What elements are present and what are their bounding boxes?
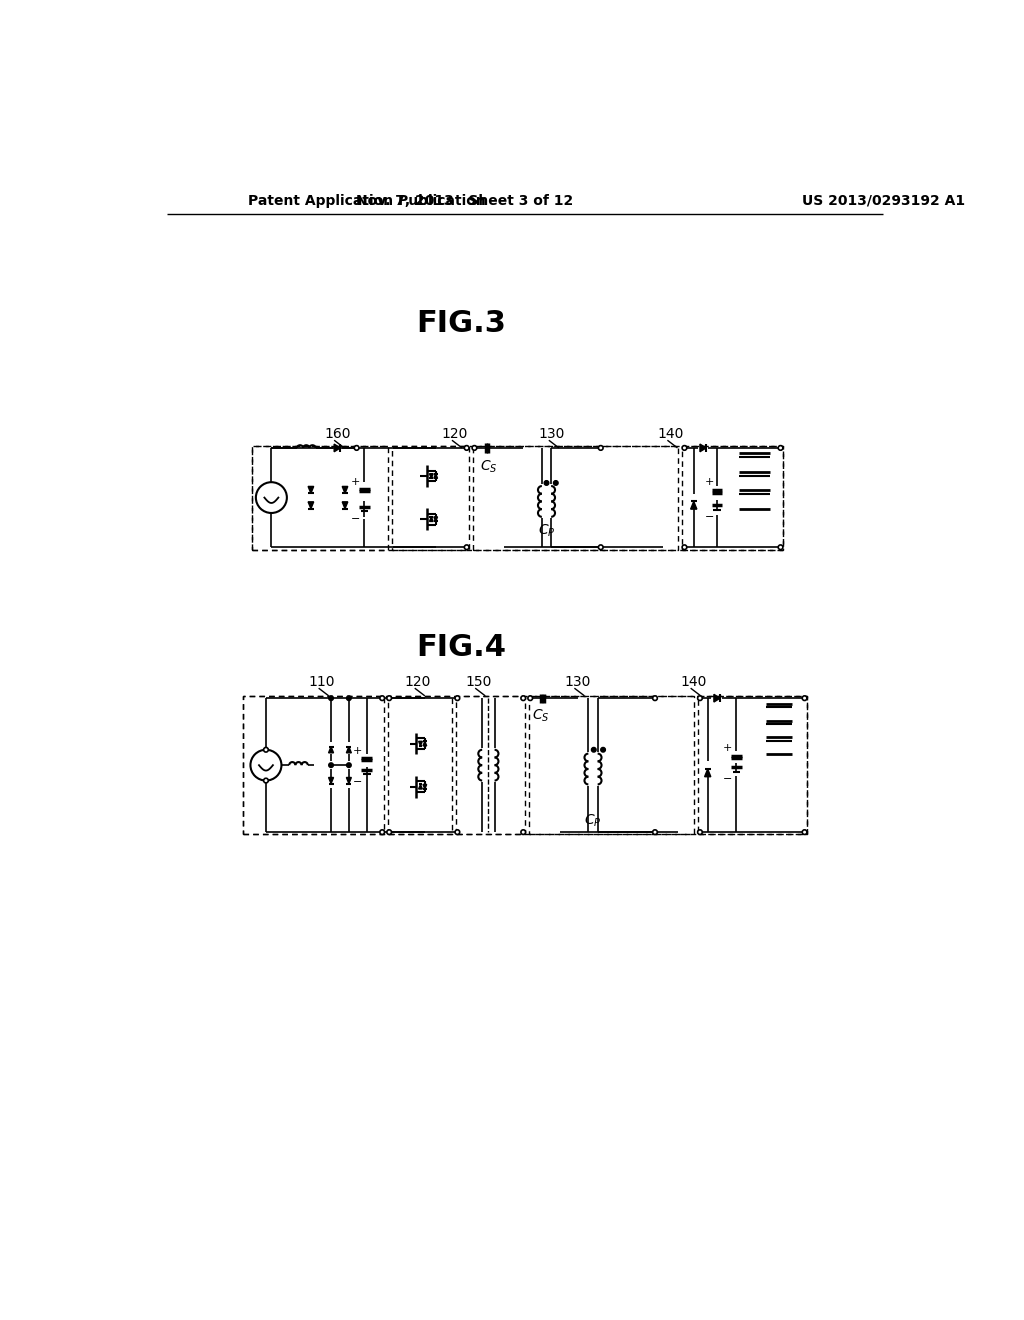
Circle shape [682,545,687,549]
Circle shape [329,696,334,701]
Circle shape [544,480,549,486]
Bar [682,446,783,549]
Circle shape [697,830,702,834]
Text: −: − [350,515,359,524]
Text: C$_P$: C$_P$ [538,523,555,539]
Bar [528,696,693,834]
Circle shape [354,446,359,450]
Circle shape [697,696,702,701]
Polygon shape [346,747,351,752]
Polygon shape [342,502,348,508]
Text: C$_S$: C$_S$ [479,459,498,475]
Polygon shape [429,517,433,521]
Text: Patent Application Publication: Patent Application Publication [248,194,485,207]
Polygon shape [308,487,313,494]
Polygon shape [429,474,433,478]
Polygon shape [423,742,427,746]
Text: 160: 160 [324,428,350,441]
Circle shape [464,446,469,450]
Circle shape [601,747,605,752]
Polygon shape [434,474,437,478]
Text: −: − [352,777,362,787]
Circle shape [521,696,525,701]
Circle shape [455,830,460,834]
Polygon shape [419,742,422,746]
Circle shape [521,830,525,834]
Polygon shape [329,747,334,752]
Circle shape [380,830,385,834]
Polygon shape [346,777,351,784]
Bar [456,696,524,834]
Bar [243,696,807,834]
Text: −: − [705,512,714,521]
Polygon shape [705,770,711,776]
Bar [697,696,807,834]
Circle shape [598,446,603,450]
Circle shape [380,696,385,701]
Circle shape [528,696,532,701]
Text: −: − [722,774,732,784]
Polygon shape [714,694,720,702]
Bar [388,696,452,834]
Circle shape [682,446,687,450]
Polygon shape [334,444,340,451]
Text: 130: 130 [564,675,591,689]
Circle shape [251,750,282,780]
Polygon shape [419,784,422,789]
Text: US 2013/0293192 A1: US 2013/0293192 A1 [802,194,966,207]
Text: C$_S$: C$_S$ [532,708,550,725]
Bar [391,446,469,549]
Bar [252,446,783,549]
Text: FIG.4: FIG.4 [416,632,506,661]
Text: 110: 110 [308,675,335,689]
Circle shape [592,747,596,752]
Polygon shape [423,784,427,789]
Circle shape [464,545,469,549]
Circle shape [263,747,268,752]
Circle shape [802,696,807,701]
Polygon shape [308,502,313,508]
Text: +: + [350,478,359,487]
Circle shape [346,763,351,767]
Text: FIG.3: FIG.3 [417,309,506,338]
Circle shape [802,830,807,834]
Circle shape [387,696,391,701]
Text: Nov. 7, 2013   Sheet 3 of 12: Nov. 7, 2013 Sheet 3 of 12 [356,194,573,207]
Text: C$_P$: C$_P$ [584,812,602,829]
Text: 140: 140 [657,428,684,441]
Text: +: + [352,746,362,756]
Text: +: + [705,478,714,487]
Circle shape [329,763,334,767]
Polygon shape [329,777,334,784]
Text: 150: 150 [465,675,492,689]
Bar [252,446,388,549]
Circle shape [652,830,657,834]
Circle shape [778,446,783,450]
Bar [243,696,384,834]
Circle shape [778,545,783,549]
Text: 120: 120 [404,675,431,689]
Circle shape [387,830,391,834]
Circle shape [455,696,460,701]
Polygon shape [434,517,437,521]
Text: +: + [722,743,732,754]
Circle shape [256,482,287,513]
Polygon shape [690,502,697,510]
Polygon shape [700,444,707,451]
Text: 120: 120 [442,428,468,441]
Circle shape [346,696,351,701]
Polygon shape [342,487,348,494]
Circle shape [263,779,268,783]
Text: 140: 140 [681,675,707,689]
Circle shape [652,696,657,701]
Circle shape [472,446,477,450]
Circle shape [598,545,603,549]
Circle shape [554,480,558,486]
Text: 130: 130 [539,428,565,441]
Bar [473,446,678,549]
